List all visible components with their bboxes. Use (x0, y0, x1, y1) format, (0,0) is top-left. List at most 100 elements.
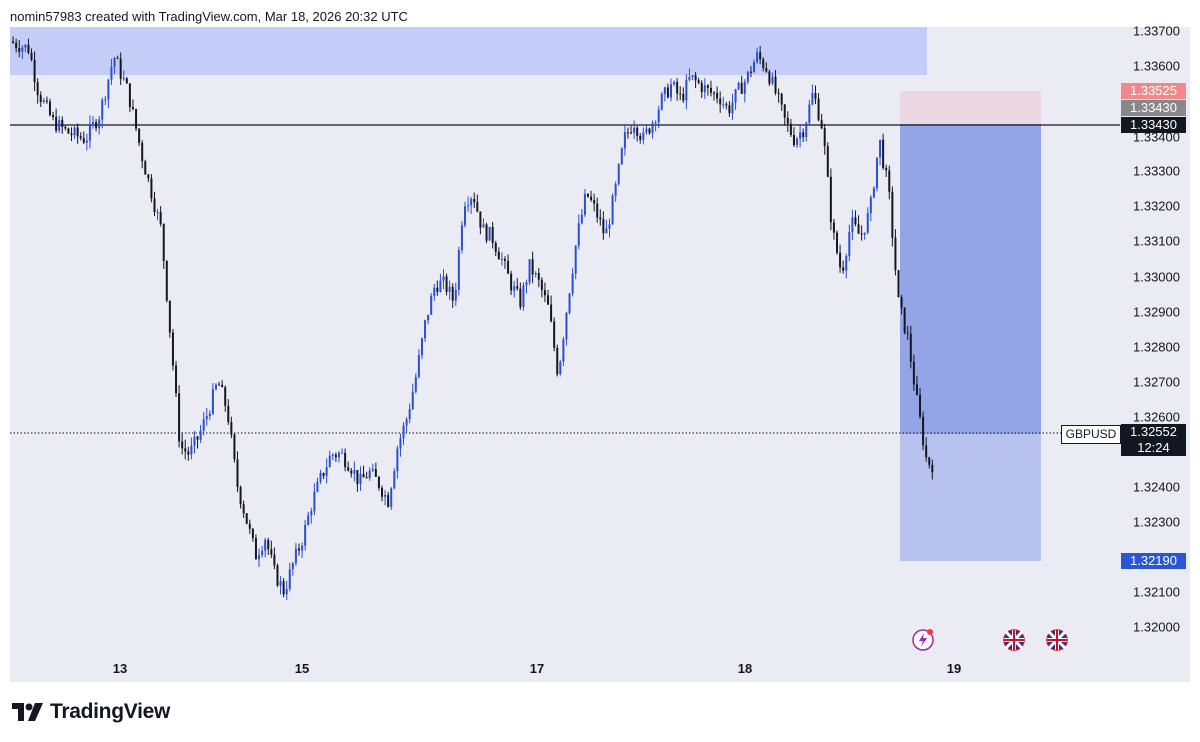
candle-body (85, 140, 88, 143)
candle-body (836, 232, 839, 253)
candle-body (48, 101, 51, 116)
candle-body (264, 539, 267, 551)
candle-body (903, 307, 906, 333)
candle-body (168, 300, 171, 333)
candle-body (734, 89, 737, 103)
symbol-label: GBPUSD (1061, 425, 1121, 444)
candle-body (875, 157, 878, 189)
candle-body (765, 67, 768, 72)
x-tick-label: 15 (294, 661, 310, 676)
x-tick-label: 19 (946, 661, 962, 676)
candle-body (811, 92, 814, 105)
y-tick-label: 1.33400 (1133, 129, 1180, 145)
candle-body (165, 260, 168, 301)
candle-body (593, 200, 596, 204)
candle-body (580, 214, 583, 224)
candle-body (73, 127, 76, 136)
candle-body (688, 76, 691, 80)
candle-body (291, 563, 294, 570)
candle-body (802, 132, 805, 138)
y-tick-label: 1.32400 (1133, 479, 1180, 495)
candle-body (697, 80, 700, 83)
candle-body (393, 471, 396, 489)
tradingview-logo: TradingView (12, 700, 170, 724)
candle-body (362, 473, 365, 478)
candle-body (642, 132, 645, 140)
candle-body (568, 293, 571, 313)
candle-body (485, 224, 488, 241)
target-price-label: 1.32190 (1121, 553, 1186, 569)
y-tick-label: 1.32000 (1133, 619, 1180, 635)
candle-body (64, 126, 67, 129)
candle-body (270, 549, 273, 555)
candle-body (144, 161, 147, 175)
candle-body (297, 548, 300, 551)
candle-body (694, 75, 697, 81)
candle-body (820, 120, 823, 129)
candle-body (599, 217, 602, 220)
uk-flag-event-icon[interactable] (1046, 629, 1068, 651)
candle-body (82, 138, 85, 143)
candle-body (513, 286, 516, 291)
candle-body (679, 93, 682, 95)
candle-body (460, 225, 463, 251)
candle-body (374, 469, 377, 477)
candle-body (467, 205, 470, 207)
candle-body (611, 195, 614, 225)
candle-body (792, 135, 795, 145)
candle-body (909, 333, 912, 362)
candle-body (728, 105, 731, 114)
candle-body (417, 355, 420, 377)
candle-body (479, 211, 482, 228)
candle-body (743, 81, 746, 94)
candle-body (630, 132, 633, 134)
candle-body (411, 391, 414, 410)
candle-body (666, 87, 669, 98)
candle-body (282, 581, 285, 595)
candle-body (749, 71, 752, 73)
candle-body (12, 41, 15, 43)
candle-body (547, 295, 550, 305)
candle-body (254, 538, 257, 560)
candle-body (497, 251, 500, 260)
chart-plot-area[interactable] (10, 27, 1190, 682)
candle-body (826, 146, 829, 177)
candle-body (199, 430, 202, 440)
candle-body (869, 197, 872, 214)
price-chart-svg[interactable] (10, 27, 1190, 682)
candle-body (436, 287, 439, 292)
candle-body (248, 523, 251, 529)
candle-body (660, 93, 663, 110)
candle-body (808, 104, 811, 123)
candle-body (104, 99, 107, 101)
candle-body (522, 285, 525, 308)
candle-body (786, 117, 789, 124)
y-tick-label: 1.32600 (1133, 409, 1180, 425)
candle-body (196, 436, 199, 440)
tradingview-logo-icon (12, 703, 43, 721)
lightning-event-icon[interactable] (912, 629, 934, 651)
candle-body (319, 472, 322, 482)
candle-body (141, 142, 144, 162)
candle-body (70, 133, 73, 136)
candle-body (620, 148, 623, 165)
candle-body (759, 52, 762, 60)
candle-body (457, 250, 460, 290)
candle-body (288, 569, 291, 589)
candle-body (184, 448, 187, 452)
candle-body (347, 467, 350, 471)
candle-body (230, 422, 233, 435)
candle-body (433, 287, 436, 296)
candle-body (445, 276, 448, 292)
candle-body (304, 524, 307, 546)
stop-loss-price-label: 1.33525 (1121, 83, 1186, 99)
candle-body (79, 136, 82, 139)
uk-flag-event-icon[interactable] (1003, 629, 1025, 651)
candle-body (534, 273, 537, 275)
candle-body (553, 321, 556, 348)
candle-body (205, 416, 208, 420)
candle-body (242, 504, 245, 514)
candle-body (408, 409, 411, 420)
candle-body (789, 123, 792, 136)
candle-body (135, 109, 138, 129)
